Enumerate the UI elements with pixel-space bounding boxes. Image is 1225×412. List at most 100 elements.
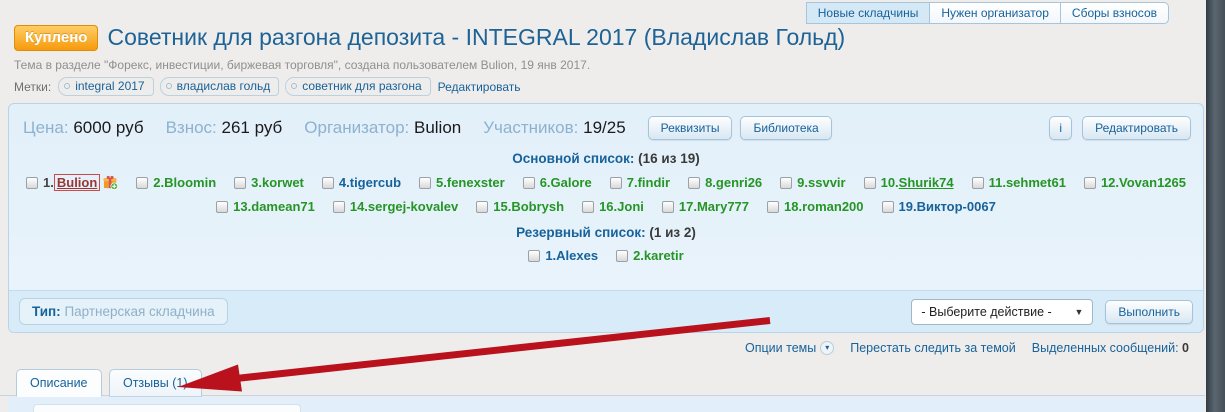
bottom-tab-strip: Описание Отзывы (1) (0, 368, 1205, 397)
unfollow-link[interactable]: Перестать следить за темой (850, 341, 1016, 355)
member-name[interactable]: damean71 (251, 199, 315, 214)
member-name[interactable]: Bloomin (164, 175, 217, 190)
member[interactable]: 11. sehmet61 (971, 174, 1066, 191)
member-checkbox[interactable] (767, 200, 780, 213)
member-name[interactable]: Galore (550, 175, 592, 190)
reserve-list-title: Резервный список: (1 из 2) (9, 225, 1203, 240)
member-checkbox[interactable] (332, 200, 345, 213)
member-name[interactable]: Joni (617, 199, 644, 214)
member[interactable]: 8. genri26 (688, 174, 762, 191)
tag-chip[interactable]: советник для разгона (285, 77, 431, 96)
member-checkbox[interactable] (688, 176, 701, 189)
thread-controls: Опции темы ▾ Перестать следить за темой … (745, 341, 1189, 355)
member-number: 14. (349, 199, 368, 214)
member-name[interactable]: sergej-kovalev (367, 199, 459, 214)
tag-chip[interactable]: владислав гольд (159, 77, 280, 96)
member-checkbox[interactable] (971, 176, 984, 189)
member-checkbox[interactable] (476, 200, 489, 213)
member-checkbox[interactable] (780, 176, 793, 189)
member-checkbox[interactable] (863, 176, 876, 189)
member[interactable]: 6. Galore (522, 174, 592, 191)
member[interactable]: 14. sergej-kovalev (332, 199, 459, 214)
edit-button[interactable]: Редактировать (1082, 116, 1191, 140)
member-checkbox[interactable] (528, 249, 541, 262)
top-nav-item[interactable]: Нужен организатор (929, 2, 1061, 24)
requisites-button[interactable]: Реквизиты (647, 116, 733, 140)
member-name[interactable]: roman200 (802, 199, 864, 214)
thread-options-link[interactable]: Опции темы ▾ (745, 341, 835, 355)
member[interactable]: 18. roman200 (767, 199, 864, 214)
member[interactable]: 17. Mary777 (661, 199, 750, 214)
member-number: 18. (784, 199, 803, 214)
member-name[interactable]: Bulion (53, 174, 101, 191)
edit-tags-link[interactable]: Редактировать (437, 79, 521, 94)
member-checkbox[interactable] (321, 176, 334, 189)
member[interactable]: 19. Виктор-0067 (881, 199, 996, 214)
bottom-tab[interactable]: Отзывы (1) (108, 369, 202, 397)
member-checkbox[interactable] (522, 176, 535, 189)
member-name[interactable]: sehmet61 (1005, 175, 1066, 190)
member[interactable]: 4. tigercub (321, 174, 402, 191)
participants-value: 19/25 (583, 118, 626, 137)
member[interactable]: 2. karetir (616, 248, 684, 263)
member-name[interactable]: tigercub (349, 175, 402, 190)
member-name[interactable]: genri26 (715, 175, 763, 190)
member-name[interactable]: Shurik74 (898, 175, 954, 190)
member[interactable]: 1. Bulion (26, 174, 119, 191)
fee-pair: Взнос: 261 руб (166, 118, 283, 138)
price-pair: Цена: 6000 руб (23, 118, 144, 138)
member-name[interactable]: Alexes (556, 248, 599, 263)
member-checkbox[interactable] (26, 176, 39, 189)
member[interactable]: 7. findir (609, 174, 671, 191)
member-checkbox[interactable] (661, 200, 674, 213)
member-name[interactable]: Vovan1265 (1119, 175, 1186, 190)
reserve-list-row: 1. Alexes 2. karetir (9, 248, 1203, 263)
tag-dot-icon (291, 83, 298, 89)
member-checkbox[interactable] (582, 200, 595, 213)
page-title: Советник для разгона депозита - INTEGRAL… (107, 24, 846, 50)
member-name[interactable]: Виктор-0067 (916, 199, 996, 214)
library-button[interactable]: Библиотека (740, 116, 832, 140)
member-checkbox[interactable] (136, 176, 149, 189)
run-button[interactable]: Выполнить (1105, 299, 1193, 324)
member[interactable]: 13. damean71 (216, 199, 315, 214)
member[interactable]: 9. ssvvir (780, 174, 846, 191)
member-checkbox[interactable] (419, 176, 432, 189)
member-name[interactable]: ssvvir (808, 175, 846, 190)
member[interactable]: 12. Vovan1265 (1083, 174, 1186, 191)
member-checkbox[interactable] (216, 200, 229, 213)
bottom-tab[interactable]: Описание (16, 369, 102, 397)
group-buy-panel: Цена: 6000 руб Взнос: 261 руб Организато… (8, 103, 1204, 333)
member[interactable]: 10. Shurik74 (863, 174, 954, 191)
member-name[interactable]: findir (637, 175, 671, 190)
member-checkbox[interactable] (881, 200, 894, 213)
info-button[interactable]: i (1049, 116, 1073, 140)
member-number: 9. (797, 175, 808, 190)
organizer-value[interactable]: Bulion (413, 118, 462, 137)
participants-label: Участников: (483, 118, 579, 137)
member[interactable]: 5. fenexster (419, 174, 505, 191)
member-name[interactable]: korwet (261, 175, 304, 190)
member[interactable]: 1. Alexes (528, 248, 598, 263)
top-nav-item[interactable]: Сборы взносов (1059, 2, 1169, 24)
member[interactable]: 15. Bobrysh (476, 199, 564, 214)
panel-header-right: i Редактировать (1049, 116, 1191, 140)
member-name[interactable]: Mary777 (696, 199, 750, 214)
member-number: 16. (599, 199, 618, 214)
main-list-title: Основной список: (16 из 19) (9, 151, 1203, 166)
member-name[interactable]: Bobrysh (511, 199, 565, 214)
member-checkbox[interactable] (616, 249, 629, 262)
member-checkbox[interactable] (1083, 176, 1096, 189)
member-checkbox[interactable] (609, 176, 622, 189)
member[interactable]: 16. Joni (582, 199, 644, 214)
member-checkbox[interactable] (234, 176, 247, 189)
action-select[interactable]: - Выберите действие - ▼ (911, 298, 1094, 325)
member-name[interactable]: fenexster (446, 175, 505, 190)
top-nav-item[interactable]: Новые складчины (805, 2, 931, 24)
main-list-label: Основной список: (512, 151, 635, 166)
member-name[interactable]: karetir (643, 248, 684, 263)
member[interactable]: 2. Bloomin (136, 174, 216, 191)
gift-icon[interactable] (103, 175, 119, 190)
member[interactable]: 3. korwet (234, 174, 304, 191)
tag-chip[interactable]: integral 2017 (58, 77, 154, 96)
